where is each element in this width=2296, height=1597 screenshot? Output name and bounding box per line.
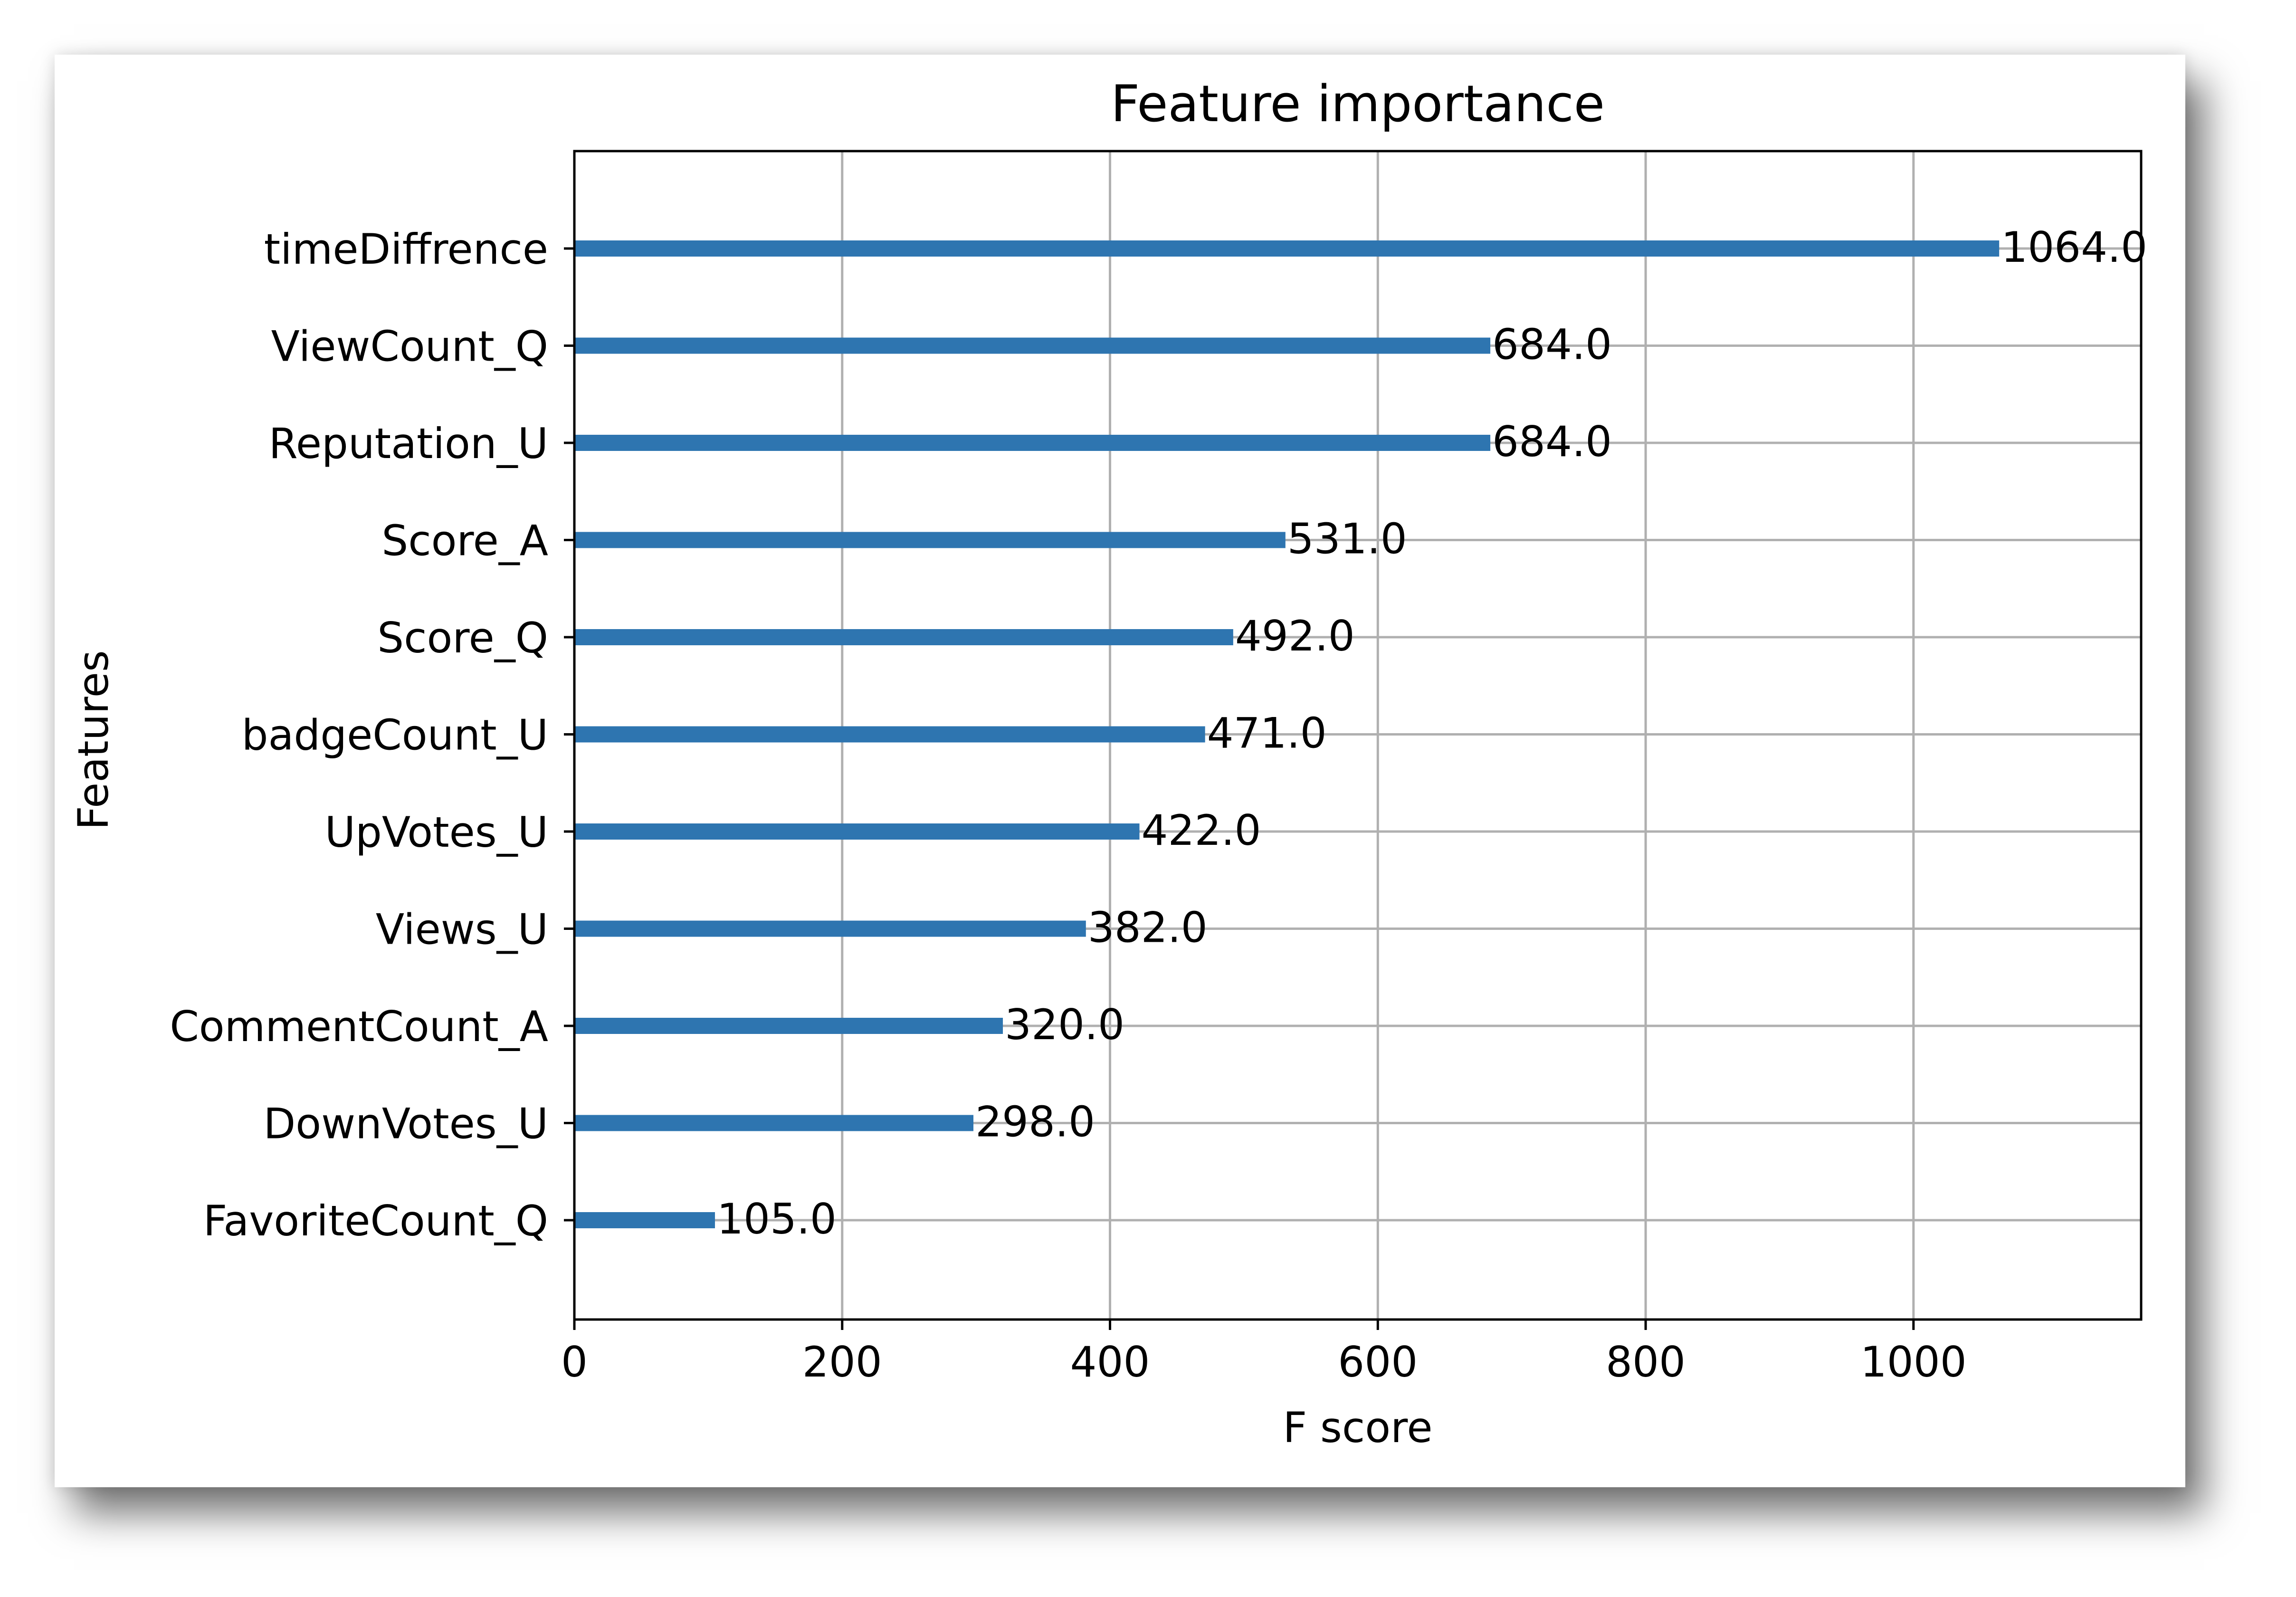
value-label: 471.0	[1207, 709, 1327, 758]
y-tick-label: UpVotes_U	[325, 808, 548, 857]
y-tick-label: DownVotes_U	[264, 1100, 548, 1148]
bar-Reputation_U	[574, 435, 1491, 451]
chart-title: Feature importance	[1111, 75, 1605, 133]
bar-FavoriteCount_Q	[574, 1212, 715, 1228]
value-label: 105.0	[717, 1195, 837, 1243]
y-tick-label: Reputation_U	[269, 419, 548, 468]
y-tick-label: ViewCount_Q	[271, 322, 548, 371]
bar-CommentCount_A	[574, 1018, 1003, 1034]
value-label: 320.0	[1005, 1000, 1124, 1049]
value-label: 382.0	[1088, 903, 1208, 952]
x-tick-label: 600	[1338, 1338, 1418, 1387]
y-ticks: timeDiffrence ViewCount_Q Reputation_U Scor…	[170, 225, 574, 1245]
y-axis-label: Features	[69, 650, 118, 830]
bar-Score_Q	[574, 629, 1233, 645]
y-tick-label: Score_Q	[377, 613, 548, 662]
bar-badgeCount_U	[574, 726, 1205, 743]
bar-Views_U	[574, 920, 1086, 937]
x-tick-label: 400	[1070, 1338, 1150, 1387]
value-label: 684.0	[1492, 320, 1612, 369]
x-tick-label: 1000	[1860, 1338, 1967, 1387]
value-label: 684.0	[1492, 417, 1612, 466]
bars	[574, 240, 2000, 1228]
value-label: 298.0	[975, 1098, 1095, 1147]
feature-importance-chart: 0 200 400 600 800 1000 timeDiffrence ViewCount…	[69, 75, 2147, 1452]
value-label: 422.0	[1142, 806, 1261, 855]
bar-Score_A	[574, 532, 1286, 548]
value-labels: 1064.0 684.0 684.0 531.0 492.0 471.0 422.0 382.…	[717, 223, 2147, 1243]
y-tick-label: FavoriteCount_Q	[203, 1196, 548, 1245]
chart-card: 0 200 400 600 800 1000 timeDiffrence ViewCount…	[55, 55, 2185, 1487]
x-ticks: 0 200 400 600 800 1000	[561, 1320, 1967, 1387]
value-label: 1064.0	[2001, 223, 2147, 272]
value-label: 531.0	[1287, 515, 1407, 564]
y-tick-label: Score_A	[381, 516, 548, 565]
x-axis-label: F score	[1283, 1403, 1432, 1452]
y-tick-label: badgeCount_U	[242, 711, 548, 760]
bar-UpVotes_U	[574, 823, 1140, 840]
y-tick-label: CommentCount_A	[170, 1002, 548, 1051]
bar-ViewCount_Q	[574, 337, 1491, 354]
bar-timeDiffrence	[574, 240, 2000, 257]
y-tick-label: timeDiffrence	[264, 225, 548, 274]
x-tick-label: 800	[1606, 1338, 1686, 1387]
value-label: 492.0	[1235, 612, 1355, 660]
y-tick-label: Views_U	[376, 905, 548, 954]
x-tick-label: 0	[561, 1338, 588, 1387]
x-tick-label: 200	[802, 1338, 882, 1387]
bar-DownVotes_U	[574, 1115, 974, 1131]
